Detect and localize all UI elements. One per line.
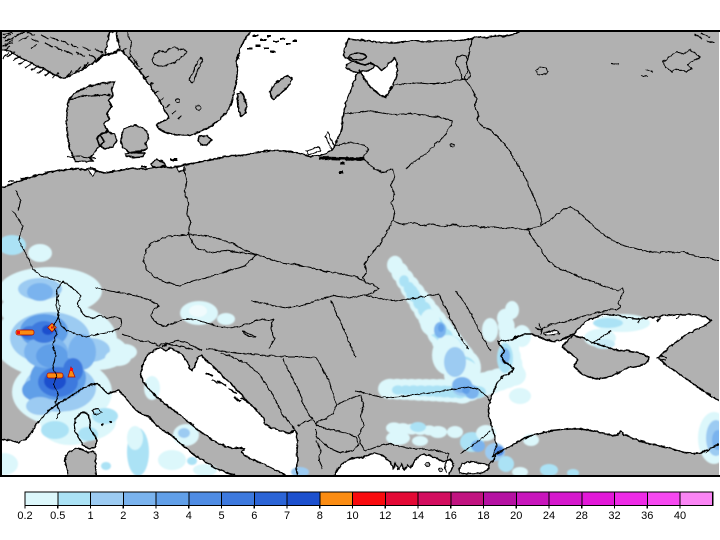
svg-text:14: 14 — [412, 510, 424, 522]
svg-text:40: 40 — [674, 510, 686, 522]
svg-text:0.5: 0.5 — [50, 510, 65, 522]
svg-text:4: 4 — [186, 510, 192, 522]
svg-text:32: 32 — [608, 510, 620, 522]
svg-text:16: 16 — [445, 510, 457, 522]
svg-text:3: 3 — [153, 510, 159, 522]
svg-text:2: 2 — [120, 510, 126, 522]
svg-text:8: 8 — [317, 510, 323, 522]
svg-text:12: 12 — [379, 510, 391, 522]
svg-text:1: 1 — [87, 510, 93, 522]
svg-text:36: 36 — [641, 510, 653, 522]
svg-text:10: 10 — [346, 510, 358, 522]
svg-text:20: 20 — [510, 510, 522, 522]
svg-text:18: 18 — [477, 510, 489, 522]
svg-text:6: 6 — [251, 510, 257, 522]
svg-text:24: 24 — [543, 510, 555, 522]
svg-text:0.2: 0.2 — [17, 510, 32, 522]
svg-text:7: 7 — [284, 510, 290, 522]
svg-text:5: 5 — [218, 510, 224, 522]
svg-text:28: 28 — [576, 510, 588, 522]
